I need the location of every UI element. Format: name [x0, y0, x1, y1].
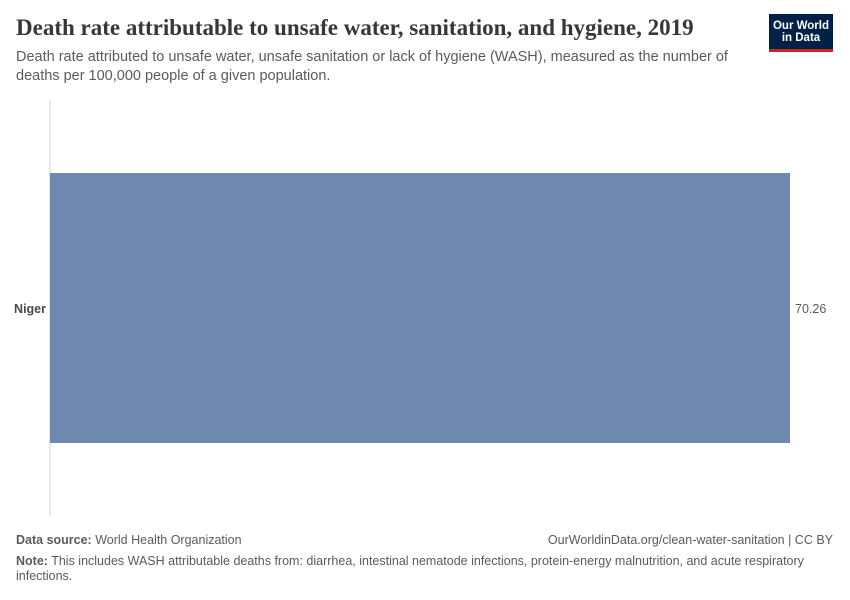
- chart-subtitle: Death rate attributed to unsafe water, u…: [16, 49, 728, 84]
- logo-line-1: Our World: [772, 19, 829, 32]
- source-url-link[interactable]: OurWorldinData.org/clean-water-sanitatio…: [547, 533, 833, 547]
- bar-niger[interactable]: [50, 173, 790, 443]
- owid-logo[interactable]: Our World in Data: [769, 14, 833, 52]
- category-label: Niger: [14, 302, 46, 316]
- data-source-label: Data source:: [16, 533, 92, 547]
- note-text: This includes WASH attributable deaths f…: [16, 554, 804, 583]
- note-label: Note:: [16, 554, 48, 568]
- data-source-value: World Health Organization: [95, 533, 242, 547]
- chart-note: Note: This includes WASH attributable de…: [16, 554, 816, 584]
- data-source: Data source: World Health Organization: [16, 533, 242, 547]
- logo-line-2: in Data: [781, 31, 821, 44]
- value-label: 70.26: [795, 302, 826, 316]
- chart-title: Death rate attributable to unsafe water,…: [16, 15, 694, 40]
- bars-group: Niger 70.26: [14, 173, 826, 443]
